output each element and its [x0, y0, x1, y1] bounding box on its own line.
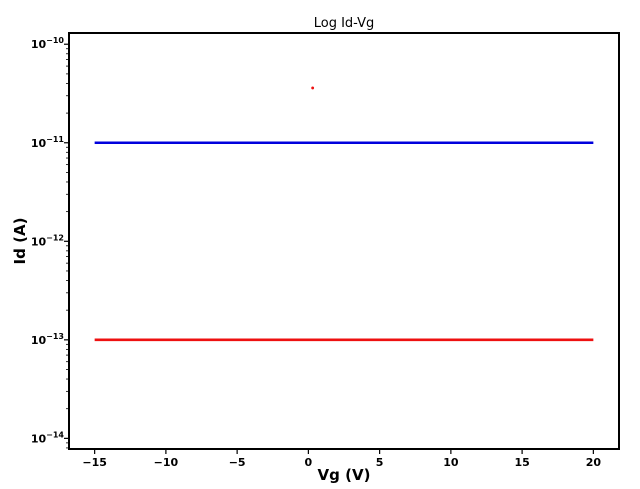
- x-tick-label: 15: [514, 456, 529, 469]
- x-axis-label: Vg (V): [318, 466, 371, 484]
- y-tick-label: 10−11: [31, 135, 65, 150]
- y-axis-label: Id (A): [11, 218, 29, 265]
- x-tick-label: 5: [376, 456, 384, 469]
- x-tick-label: −5: [229, 456, 246, 469]
- y-tick-label-exponent: −14: [46, 430, 64, 439]
- y-tick-label: 10−10: [31, 36, 65, 51]
- y-tick-label-base: 10: [31, 137, 47, 150]
- y-tick-label-base: 10: [31, 38, 47, 51]
- y-tick-label-base: 10: [31, 235, 47, 248]
- y-tick-label: 10−12: [31, 233, 64, 248]
- y-tick-label: 10−14: [31, 430, 65, 445]
- x-tick-label: 0: [305, 456, 313, 469]
- y-tick-label-base: 10: [31, 334, 47, 347]
- y-tick-label-exponent: −11: [46, 135, 64, 144]
- y-tick-label-exponent: −10: [46, 36, 64, 45]
- x-tick-label: −15: [82, 456, 107, 469]
- plot-frame: [68, 32, 620, 450]
- x-tick-label: 10: [443, 456, 459, 469]
- x-tick-label: 20: [586, 456, 602, 469]
- x-tick-label: −10: [154, 456, 179, 469]
- chart-title: Log Id-Vg: [314, 16, 375, 31]
- y-tick-label-base: 10: [31, 432, 47, 445]
- series-point-2: [311, 86, 315, 90]
- y-tick-label: 10−13: [31, 332, 64, 347]
- y-tick-label-exponent: −13: [46, 332, 64, 341]
- y-tick-label-exponent: −12: [46, 233, 64, 242]
